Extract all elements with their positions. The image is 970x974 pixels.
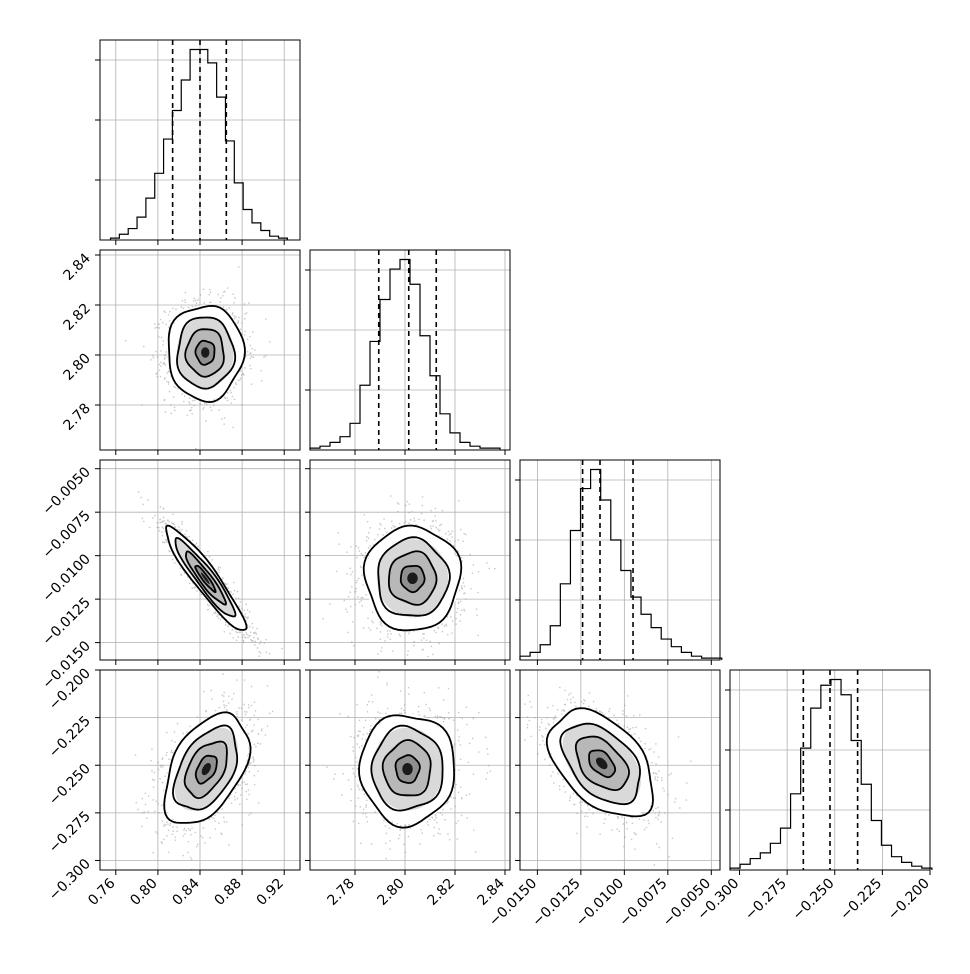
ytick-label-3-3: −0.225	[46, 713, 94, 761]
pair-content-2-1	[322, 495, 496, 658]
xtick-label-0-3: 0.88	[212, 876, 245, 909]
contour-2-1-1	[388, 550, 438, 606]
histogram-panel-0	[95, 39, 301, 241]
density-core-3-1	[402, 762, 413, 776]
pair-content-2-0	[137, 491, 283, 660]
histogram-panel-2	[515, 459, 723, 661]
contour-3-2-0	[588, 749, 617, 779]
contour-1-0-2	[176, 316, 237, 390]
pair-panel-3-0	[99, 669, 301, 871]
contour-3-0-3	[163, 711, 252, 824]
xtick-label-1-2: 2.82	[424, 876, 457, 909]
xtick-label-3-4: −0.200	[885, 876, 933, 924]
xtick-label-3-1: −0.275	[742, 876, 790, 924]
ytick-label-1-2: 2.82	[60, 301, 93, 334]
contour-3-1-1	[381, 739, 432, 797]
histogram-3	[729, 678, 933, 870]
contour-2-1-2	[377, 536, 451, 617]
pair-frame-3-1	[309, 669, 511, 871]
contour-2-1-3	[362, 524, 463, 632]
contour-3-2-1	[574, 735, 630, 792]
histogram-0	[109, 48, 288, 240]
contour-2-0-1	[184, 550, 227, 606]
pair-frame-3-2	[519, 669, 721, 871]
pair-content-3-2	[524, 670, 692, 866]
contour-3-2-3	[545, 707, 654, 818]
ytick-label-2-4: −0.0050	[40, 464, 94, 518]
xtick-label-3-2: −0.250	[790, 876, 838, 924]
contour-3-1-3	[358, 714, 456, 829]
contour-1-0-1	[184, 328, 225, 378]
contour-2-0-3	[165, 524, 248, 631]
xtick-label-1-1: 2.80	[374, 876, 407, 909]
hist-frame-2	[519, 459, 721, 661]
pair-frame-2-1	[309, 459, 511, 661]
density-core-3-2	[595, 757, 608, 770]
contour-3-0-2	[171, 724, 239, 811]
xtick-label-0-2: 0.84	[169, 875, 202, 908]
xtick-label-1-0: 2.78	[324, 876, 357, 909]
pair-panel-3-2	[519, 669, 721, 871]
ytick-label-1-3: 2.84	[60, 250, 93, 283]
ytick-label-3-1: −0.275	[46, 808, 94, 856]
histogram-1	[309, 258, 501, 450]
contour-3-1-2	[370, 724, 444, 812]
density-core-2-1	[407, 572, 418, 584]
ytick-label-1-1: 2.80	[60, 351, 93, 384]
pair-panel-3-1	[309, 669, 511, 871]
contour-3-0-1	[183, 740, 228, 800]
hist-frame-1	[309, 249, 511, 451]
pair-panel-1-0	[99, 249, 301, 451]
contour-1-0-0	[194, 339, 216, 366]
histogram-panel-3	[725, 669, 933, 871]
xtick-label-0-0: 0.76	[85, 875, 118, 908]
pair-panel-2-0	[99, 459, 301, 661]
contour-1-0-3	[167, 304, 246, 404]
density-core-2-0	[200, 572, 210, 585]
density-core-3-0	[201, 762, 211, 776]
pair-content-3-1	[326, 671, 492, 860]
contour-3-2-2	[559, 722, 641, 806]
xtick-label-0-4: 0.92	[254, 876, 287, 909]
ytick-label-3-2: −0.250	[46, 761, 94, 809]
contour-2-0-0	[194, 565, 217, 594]
contour-2-1-0	[399, 565, 426, 594]
hist-frame-3	[729, 669, 931, 871]
ytick-label-1-0: 2.78	[60, 401, 93, 434]
pair-panel-2-1	[309, 459, 511, 661]
density-core-1-0	[201, 347, 210, 358]
contour-3-1-0	[394, 754, 421, 784]
histogram-panel-1	[305, 249, 511, 451]
histogram-2	[519, 468, 723, 660]
contour-3-0-0	[194, 754, 218, 785]
pair-content-1-0	[124, 266, 271, 450]
contour-2-0-2	[174, 536, 237, 618]
xtick-label-0-1: 0.80	[127, 876, 160, 909]
xtick-label-3-3: −0.225	[837, 876, 885, 924]
pair-content-3-0	[134, 673, 274, 870]
